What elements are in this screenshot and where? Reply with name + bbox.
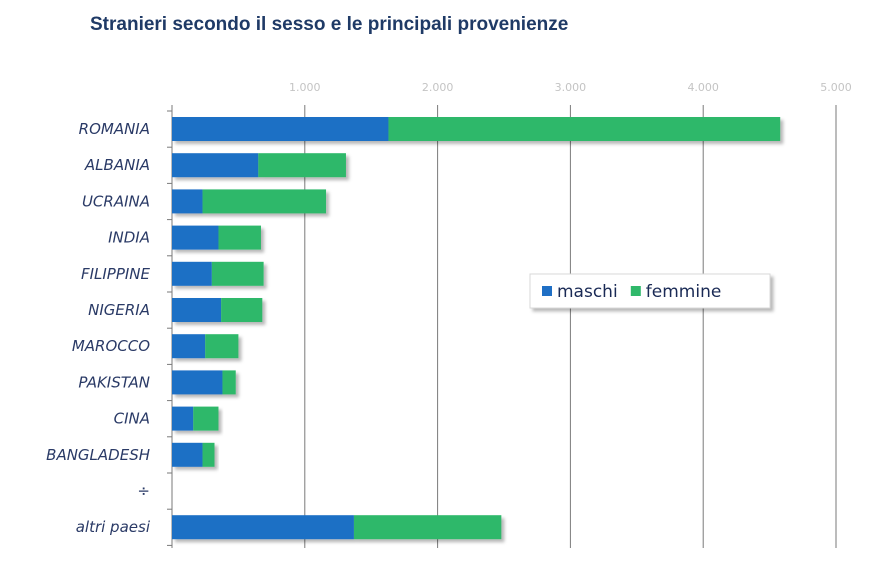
bar-maschi xyxy=(172,442,203,467)
legend-label-maschi: maschi xyxy=(557,282,618,302)
bar-group xyxy=(172,225,261,250)
bar-group xyxy=(172,261,264,286)
category-label: INDIA xyxy=(108,229,150,247)
legend-box xyxy=(529,273,771,309)
x-tick-label: 3.000 xyxy=(555,81,587,94)
bar-femmine xyxy=(205,334,239,359)
x-tick-label: 4.000 xyxy=(687,81,719,94)
bar-maschi xyxy=(172,370,223,395)
bar-maschi xyxy=(172,189,203,214)
bar-femmine xyxy=(193,406,219,431)
bar-femmine xyxy=(258,153,346,178)
category-label: PAKISTAN xyxy=(78,373,150,391)
category-label: ROMANIA xyxy=(79,120,150,138)
legend-label-femmine: femmine xyxy=(646,282,722,302)
category-label: FILIPPINE xyxy=(81,265,151,283)
bar-maschi xyxy=(172,406,194,431)
category-label: altri paesi xyxy=(76,518,151,536)
category-label: BANGLADESH xyxy=(46,446,150,464)
bar-femmine xyxy=(221,298,263,322)
bar-maschi xyxy=(172,298,222,322)
x-tick-label: 5.000 xyxy=(820,81,852,94)
bar-group xyxy=(172,334,239,359)
category-label: MAROCCO xyxy=(72,337,150,355)
category-label: ALBANIA xyxy=(84,156,150,174)
bar-maschi xyxy=(172,261,212,286)
bar-group xyxy=(172,515,502,540)
category-label: ÷ xyxy=(137,482,150,500)
legend-swatch-maschi xyxy=(542,286,552,296)
bar-femmine xyxy=(202,189,327,214)
bar-maschi xyxy=(172,153,259,178)
bar-femmine xyxy=(353,515,502,540)
bar-femmine xyxy=(202,442,215,467)
bar-femmine xyxy=(218,225,261,250)
chart-title: Stranieri secondo il sesso e le principa… xyxy=(90,14,569,35)
bar-maschi xyxy=(172,515,354,540)
bar-maschi xyxy=(172,225,219,250)
bar-group xyxy=(172,370,236,395)
bar-group xyxy=(172,117,781,141)
legend-swatch-femmine xyxy=(630,286,641,296)
x-tick-label: 1.000 xyxy=(289,81,321,94)
x-tick-label: 2.000 xyxy=(422,81,454,94)
bar-group xyxy=(172,153,346,178)
category-label: NIGERIA xyxy=(88,301,150,319)
bar-group xyxy=(172,406,219,431)
bar-group xyxy=(172,298,263,322)
bar-group xyxy=(172,189,327,214)
bar-maschi xyxy=(172,334,206,359)
bar-femmine xyxy=(211,261,264,286)
category-label: CINA xyxy=(114,410,150,428)
bar-maschi xyxy=(172,117,389,141)
bar-femmine xyxy=(222,370,236,395)
bar-femmine xyxy=(388,117,781,141)
category-label: UCRAINA xyxy=(82,192,150,210)
bar-group xyxy=(172,442,215,467)
